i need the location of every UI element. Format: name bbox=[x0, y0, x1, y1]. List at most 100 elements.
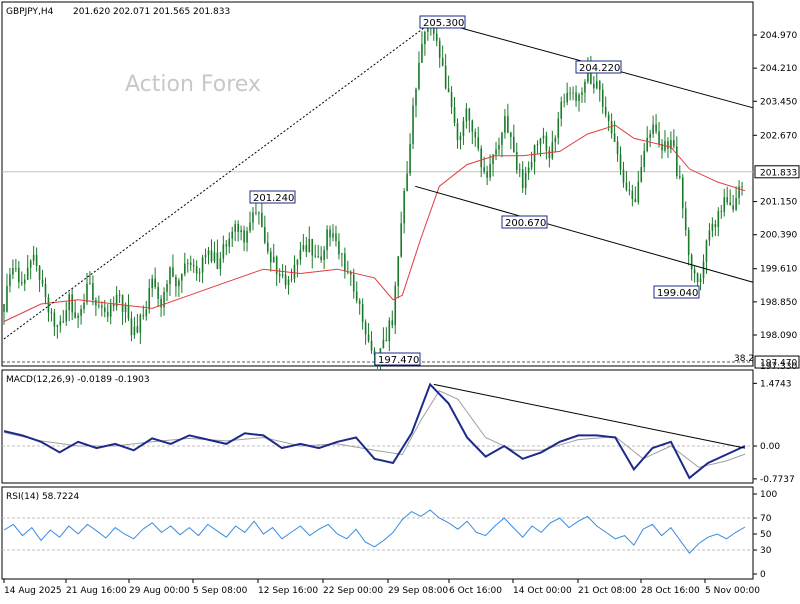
candle-body bbox=[385, 340, 388, 342]
candle-body bbox=[474, 131, 477, 138]
candle-body bbox=[38, 265, 41, 280]
candle-body bbox=[598, 81, 601, 90]
header-open: 201.620 bbox=[73, 7, 110, 17]
candle-body bbox=[536, 144, 539, 146]
candle-body bbox=[130, 318, 133, 336]
fib-price-box bbox=[754, 355, 800, 369]
callout-label: 205.300 bbox=[423, 18, 464, 29]
candle-body bbox=[557, 118, 560, 138]
candle-body bbox=[74, 312, 76, 318]
rsi-tick-label: 0 bbox=[760, 570, 766, 580]
candle-body bbox=[732, 205, 734, 210]
candle-body bbox=[521, 169, 524, 189]
callout-label: 204.220 bbox=[579, 63, 620, 74]
candle-body bbox=[527, 167, 530, 174]
candle-body bbox=[305, 245, 308, 253]
candle-body bbox=[106, 311, 109, 317]
candle-body bbox=[290, 278, 293, 280]
rsi-layer bbox=[2, 509, 753, 554]
candle-body bbox=[29, 260, 32, 268]
candle-body bbox=[77, 315, 79, 318]
candle-body bbox=[501, 132, 503, 146]
candle-body bbox=[9, 274, 11, 286]
price-tick-label: 198.850 bbox=[760, 298, 797, 308]
candle-body bbox=[726, 197, 729, 203]
candle-body bbox=[400, 223, 402, 257]
candle-body bbox=[545, 135, 548, 151]
x-tick-label: 29 Aug 00:00 bbox=[129, 586, 190, 596]
candle-body bbox=[222, 244, 225, 259]
candle-body bbox=[145, 309, 148, 317]
dotted-trendline bbox=[3, 20, 435, 340]
candle-body bbox=[649, 133, 651, 138]
candle-body bbox=[453, 106, 456, 123]
candle-body bbox=[581, 92, 583, 95]
price-tick-label: 204.970 bbox=[760, 31, 797, 41]
header-high: 202.071 bbox=[113, 7, 150, 17]
candle-body bbox=[705, 240, 708, 262]
x-tick-label: 12 Sep 16:00 bbox=[258, 586, 318, 596]
x-tick-label: 28 Oct 16:00 bbox=[641, 586, 700, 596]
macd-tick-label: 1.4743 bbox=[760, 379, 792, 389]
candle-body bbox=[447, 88, 450, 93]
axes-layer: 204.970 204.210 203.450 202.670 201.150 200.3… bbox=[3, 31, 800, 596]
candle-body bbox=[524, 173, 527, 189]
candle-body bbox=[696, 273, 699, 283]
candle-body bbox=[35, 254, 38, 266]
candle-body bbox=[101, 305, 103, 308]
candle-body bbox=[261, 212, 263, 228]
candle-body bbox=[23, 279, 26, 284]
callout-box bbox=[249, 190, 296, 204]
candle-body bbox=[489, 164, 491, 178]
candle-body bbox=[189, 262, 192, 266]
candle-body bbox=[287, 279, 290, 286]
candle-body bbox=[83, 302, 85, 309]
candle-body bbox=[652, 124, 654, 134]
callout-label: 200.670 bbox=[505, 218, 546, 229]
candle-body bbox=[6, 285, 8, 312]
candle-body bbox=[124, 304, 127, 313]
candle-body bbox=[587, 68, 589, 82]
x-tick-label: 21 Aug 16:00 bbox=[66, 586, 127, 596]
callout-box bbox=[419, 15, 466, 29]
candle-body bbox=[584, 81, 586, 93]
candle-body bbox=[338, 241, 340, 255]
candle-body bbox=[172, 267, 174, 278]
candle-body bbox=[566, 92, 568, 103]
candle-body bbox=[486, 171, 488, 178]
candle-body bbox=[607, 114, 610, 122]
candle-body bbox=[569, 92, 571, 94]
rsi-tick-label: 100 bbox=[760, 490, 777, 500]
candle-body bbox=[41, 279, 44, 284]
candle-body bbox=[216, 252, 219, 270]
candle-body bbox=[163, 291, 165, 308]
candle-body bbox=[699, 278, 702, 283]
candle-body bbox=[112, 304, 115, 307]
candle-body bbox=[349, 272, 352, 275]
candle-body bbox=[361, 303, 364, 323]
candle-body bbox=[735, 197, 737, 210]
candle-body bbox=[47, 297, 50, 313]
rsi-title: RSI(14) 58.7224 bbox=[6, 492, 79, 502]
candle-body bbox=[658, 131, 660, 144]
candle-body bbox=[133, 326, 136, 336]
candle-body bbox=[246, 231, 248, 243]
candle-body bbox=[616, 141, 619, 155]
candle-body bbox=[619, 154, 622, 170]
price-layer: 205.300 204.220 201.240 200.670 199.040 197.4… bbox=[2, 15, 754, 370]
candle-body bbox=[427, 28, 429, 32]
candle-body bbox=[184, 263, 186, 274]
candle-body bbox=[175, 277, 177, 287]
macd-layer bbox=[2, 382, 753, 480]
candle-body bbox=[151, 278, 153, 289]
candle-body bbox=[693, 269, 696, 274]
candle-body bbox=[53, 312, 56, 327]
candle-body bbox=[308, 239, 311, 253]
candle-body bbox=[441, 57, 444, 66]
candle-body bbox=[640, 166, 643, 182]
candle-body bbox=[296, 259, 299, 265]
candle-body bbox=[596, 81, 598, 89]
candle-body bbox=[311, 239, 314, 256]
candle-body bbox=[326, 229, 328, 251]
rsi-tick-label: 30 bbox=[760, 546, 772, 556]
